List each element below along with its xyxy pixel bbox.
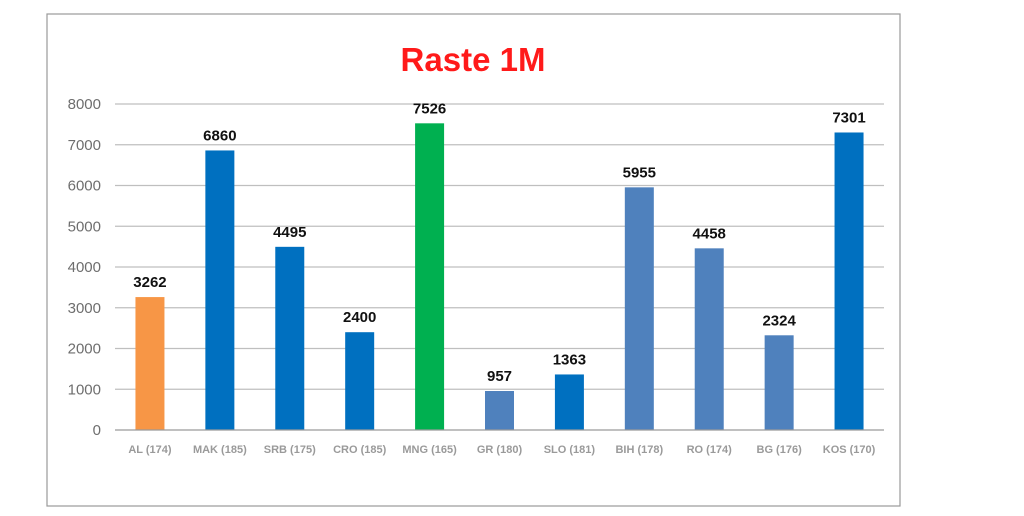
y-tick-label: 7000 — [68, 137, 101, 154]
x-tick-label: SLO (181) — [544, 444, 596, 456]
y-tick-label: 6000 — [68, 178, 101, 195]
x-tick-label: MAK (185) — [193, 444, 247, 456]
x-tick-label: BIH (178) — [615, 444, 663, 456]
bar — [415, 123, 445, 431]
x-tick-label: MNG (165) — [402, 444, 457, 456]
bar — [345, 332, 375, 430]
x-tick-label: KOS (170) — [823, 444, 876, 456]
data-label: 2324 — [762, 312, 796, 329]
bar — [135, 297, 165, 430]
bar — [694, 248, 724, 430]
x-tick-label: BG (176) — [757, 444, 803, 456]
bar — [275, 246, 305, 430]
data-label: 7301 — [832, 109, 865, 126]
y-tick-label: 5000 — [68, 218, 101, 235]
y-axis-ticks: 0 1000 2000 3000 4000 5000 6000 7000 8000 — [68, 96, 101, 439]
data-label: 1363 — [553, 351, 586, 368]
data-label: 2400 — [343, 309, 376, 326]
chart-frame — [46, 13, 901, 507]
data-labels: 3262 6860 4495 2400 7526 957 1363 5955 4458 2324 7… — [133, 100, 865, 385]
x-tick-label: CRO (185) — [333, 444, 387, 456]
bar — [485, 391, 514, 430]
y-tick-label: 1000 — [68, 381, 101, 398]
data-label: 3262 — [133, 274, 166, 291]
bar — [834, 132, 864, 430]
bar — [624, 187, 654, 430]
bars — [135, 123, 864, 431]
x-tick-label: SRB (175) — [264, 444, 316, 456]
x-tick-label: AL (174) — [128, 444, 172, 456]
y-tick-label: 2000 — [68, 341, 101, 358]
bar — [205, 150, 235, 430]
x-tick-label: GR (180) — [477, 444, 523, 456]
y-tick-label: 4000 — [68, 259, 101, 276]
y-tick-label: 3000 — [68, 300, 101, 317]
y-tick-label: 0 — [93, 422, 101, 439]
x-axis-ticks: AL (174) MAK (185) SRB (175) CRO (185) MNG (… — [128, 444, 875, 456]
data-label: 4458 — [693, 225, 726, 242]
bar — [554, 374, 584, 430]
x-tick-label: RO (174) — [687, 444, 733, 456]
gridlines — [115, 103, 884, 390]
data-label: 957 — [487, 368, 512, 385]
data-label: 4495 — [273, 224, 306, 241]
data-label: 6860 — [203, 127, 236, 144]
data-label: 5955 — [623, 164, 656, 181]
chart-title: Raste 1M — [401, 41, 546, 78]
y-tick-label: 8000 — [68, 96, 101, 113]
bar — [764, 335, 794, 430]
data-label: 7526 — [413, 100, 446, 117]
